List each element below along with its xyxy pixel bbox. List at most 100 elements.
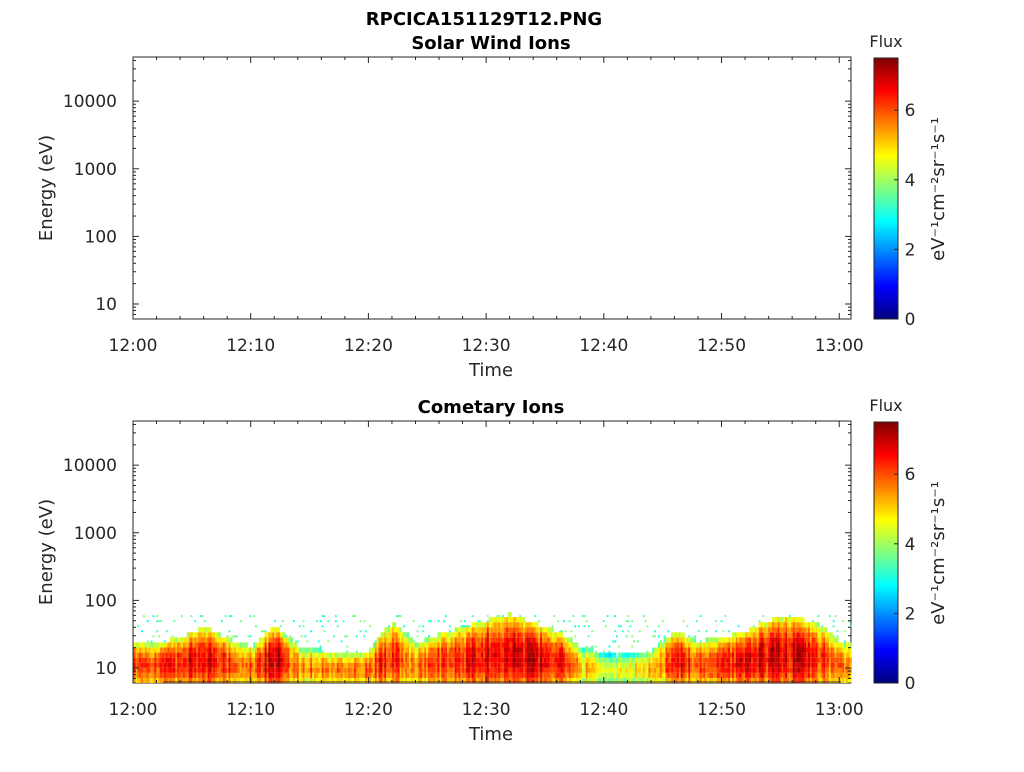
heatmap-cell — [386, 662, 389, 668]
heatmap-cell — [467, 657, 470, 663]
heatmap-cell — [595, 672, 598, 678]
heatmap-cell — [684, 647, 687, 653]
heatmap-cell — [460, 647, 463, 653]
heatmap-cell — [564, 677, 567, 683]
heatmap-cell — [369, 657, 372, 663]
heatmap-cell — [344, 667, 347, 673]
heatmap-cell — [217, 672, 220, 678]
heatmap-cell — [806, 667, 809, 673]
heatmap-cell — [190, 615, 193, 618]
heatmap-cell — [777, 617, 780, 623]
heatmap-cell — [230, 672, 233, 678]
heatmap-cell — [380, 652, 383, 658]
heatmap-cell — [177, 662, 180, 668]
heatmap-cell — [591, 672, 594, 678]
heatmap-cell — [201, 652, 204, 658]
heatmap-cell — [279, 632, 282, 638]
heatmap-cell — [296, 657, 299, 663]
heatmap-cell — [302, 647, 305, 653]
heatmap-cell — [570, 637, 573, 643]
heatmap-cell — [477, 632, 480, 638]
heatmap-cell — [703, 652, 706, 658]
heatmap-cell — [376, 637, 379, 643]
heatmap-cell — [287, 657, 290, 663]
heatmap-cell — [703, 667, 706, 673]
heatmap-cell — [815, 672, 818, 678]
heatmap-cell — [771, 642, 774, 648]
heatmap-cell — [612, 662, 615, 668]
heatmap-cell — [467, 672, 470, 678]
heatmap-cell — [464, 662, 467, 668]
heatmap-cell — [504, 627, 507, 633]
heatmap-cell — [785, 652, 788, 658]
heatmap-cell — [709, 637, 712, 643]
heatmap-cell — [334, 667, 337, 673]
heatmap-cell — [540, 677, 543, 683]
heatmap-cell — [277, 642, 280, 648]
heatmap-cell — [270, 647, 273, 653]
heatmap-cell — [173, 647, 176, 653]
heatmap-cell — [711, 642, 714, 648]
heatmap-cell — [530, 672, 533, 678]
heatmap-cell — [623, 657, 626, 663]
heatmap-cell — [566, 642, 569, 648]
heatmap-cell — [177, 647, 180, 653]
heatmap-cell — [790, 657, 793, 663]
heatmap-cell — [165, 652, 168, 658]
heatmap-cell — [205, 672, 208, 678]
heatmap-cell — [458, 627, 461, 633]
heatmap-cell — [640, 652, 643, 658]
heatmap-cell — [445, 662, 448, 668]
heatmap-cell — [418, 652, 421, 658]
heatmap-cell — [359, 677, 362, 683]
heatmap-cell — [268, 677, 271, 683]
heatmap-cell — [283, 657, 286, 663]
heatmap-cell — [574, 657, 577, 663]
heatmap-cell — [545, 642, 548, 648]
heatmap-cell — [530, 642, 533, 648]
heatmap-cell — [496, 627, 499, 633]
heatmap-cell — [219, 667, 222, 673]
heatmap-cell — [507, 622, 510, 628]
heatmap-cell — [504, 622, 507, 628]
heatmap-cell — [439, 632, 442, 638]
heatmap-cell — [781, 637, 784, 643]
heatmap-cell — [431, 672, 434, 678]
heatmap-cell — [428, 677, 431, 683]
heatmap-cell — [600, 662, 603, 668]
heatmap-cell — [771, 657, 774, 663]
heatmap-cell — [464, 642, 467, 648]
x-axis-label: Time — [468, 724, 513, 745]
heatmap-cell — [479, 647, 482, 653]
heatmap-cell — [840, 672, 843, 678]
heatmap-cell — [378, 672, 381, 678]
heatmap-cell — [638, 662, 641, 668]
heatmap-cell — [764, 677, 767, 683]
heatmap-cell — [277, 627, 280, 633]
heatmap-cell — [663, 672, 666, 678]
heatmap-cell — [173, 637, 176, 643]
heatmap-cell — [809, 652, 812, 658]
heatmap-cell — [524, 677, 527, 683]
heatmap-cell — [817, 652, 820, 658]
heatmap-cell — [509, 662, 512, 668]
heatmap-cell — [794, 622, 797, 628]
heatmap-cell — [260, 647, 263, 653]
heatmap-cell — [809, 642, 812, 648]
heatmap-cell — [770, 667, 773, 673]
heatmap-cell — [606, 677, 609, 683]
heatmap-cell — [745, 657, 748, 663]
heatmap-cell — [513, 627, 516, 633]
heatmap-cell — [515, 637, 518, 643]
heatmap-cell — [528, 627, 531, 633]
heatmap-cell — [336, 652, 339, 658]
heatmap-cell — [631, 657, 634, 663]
heatmap-cell — [346, 662, 349, 668]
heatmap-cell — [467, 647, 470, 653]
heatmap-cell — [224, 642, 227, 648]
heatmap-cell — [781, 642, 784, 648]
heatmap-cell — [794, 642, 797, 648]
heatmap-cell — [201, 672, 204, 678]
heatmap-cell — [211, 657, 214, 663]
heatmap-cell — [768, 637, 771, 643]
